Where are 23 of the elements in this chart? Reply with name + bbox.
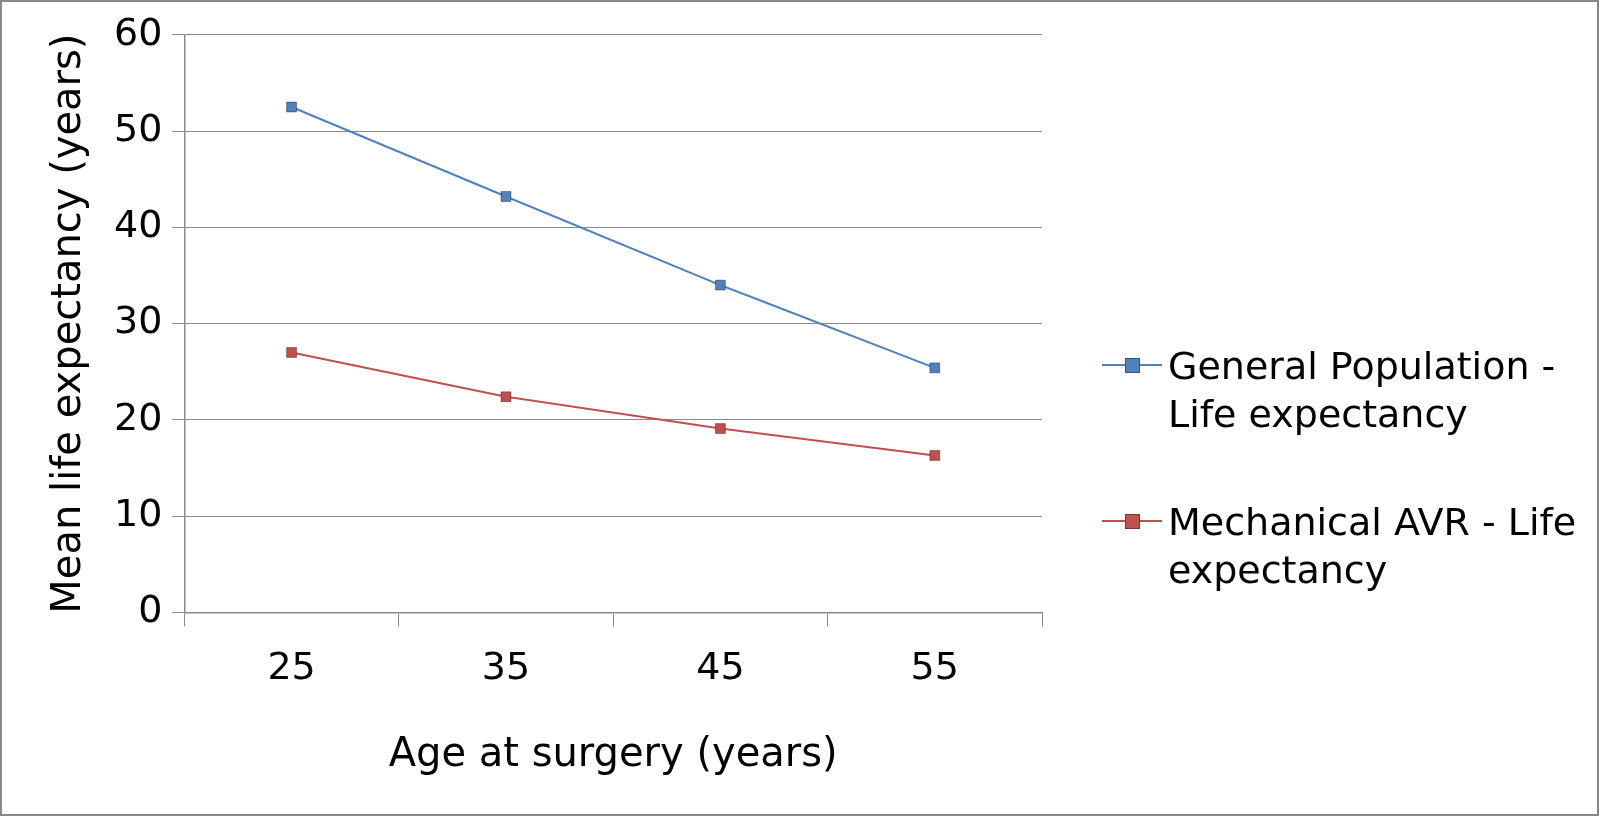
point [286,347,298,358]
y-tick-label: 40 [113,202,163,247]
x-tick-label: 25 [267,644,316,689]
x-tick-label: 55 [910,644,959,689]
y-tick-label: 20 [113,394,163,439]
y-tick-label: 60 [113,9,163,54]
x-tick-label: 35 [481,644,531,689]
y-tick-label: 30 [113,298,163,343]
point [500,191,512,202]
legend-label: General Population - Life expectancy [1168,343,1557,438]
y-tick-label: 0 [138,587,163,632]
point [714,279,726,291]
point [286,101,298,113]
x-axis-title: Age at surgery (years) [388,729,838,776]
point [500,391,512,403]
y-tick-label: 50 [113,105,163,150]
point [929,450,941,461]
y-axis-title: Mean life expectancy (years) [43,33,90,614]
point [929,362,941,374]
legend-label: Mechanical AVR - Life expectancy [1168,499,1578,594]
point [714,423,726,434]
y-tick-label: 10 [113,491,163,536]
x-tick-label: 45 [696,644,745,689]
